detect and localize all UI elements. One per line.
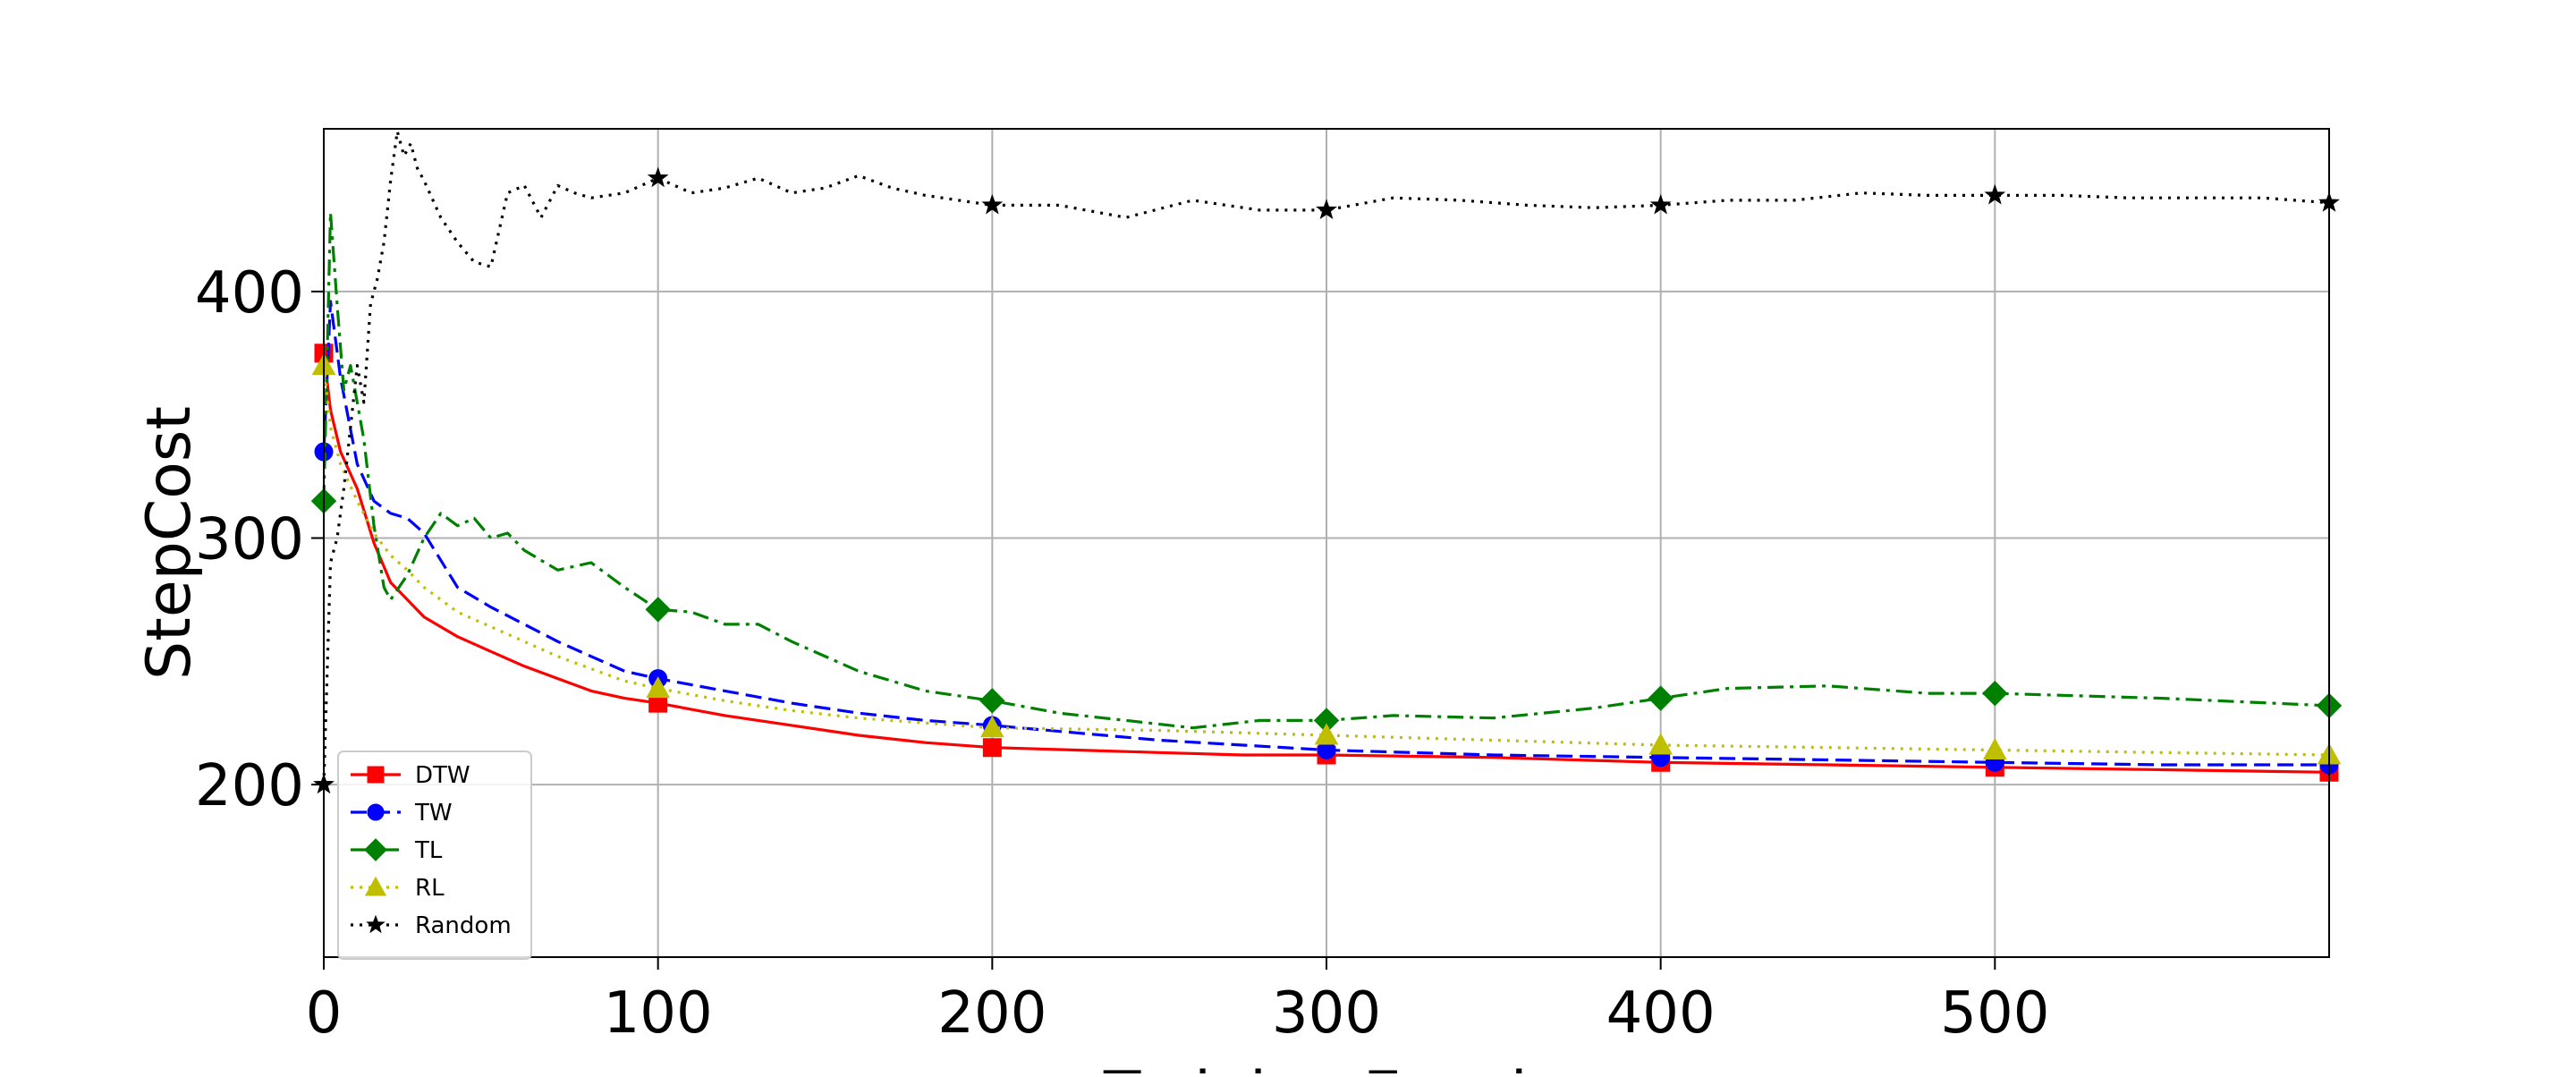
marker-tl <box>645 597 671 623</box>
legend-label-dtw: DTW <box>415 762 470 789</box>
marker-rl <box>364 876 387 896</box>
legend-item-tw: TW <box>351 800 453 827</box>
legend-item-rl: RL <box>351 875 445 902</box>
y-axis-label: StepCost <box>134 406 205 680</box>
y-tick-label: 400 <box>195 260 304 326</box>
legend-box <box>337 751 532 960</box>
marker-random <box>647 166 669 188</box>
marker-random <box>981 193 1004 215</box>
legend-label-tl: TL <box>414 837 443 864</box>
legend-label-rl: RL <box>415 875 445 902</box>
x-axis-label: Training Epoch <box>1103 1059 1549 1073</box>
marker-random <box>366 914 386 934</box>
marker-random <box>1649 193 1672 215</box>
marker-tw <box>367 803 385 821</box>
x-tick-label: 0 <box>306 980 343 1047</box>
grid <box>323 129 2329 957</box>
marker-rl <box>646 676 671 699</box>
x-tick-label: 500 <box>1940 980 2049 1047</box>
legend-item-random: Random <box>351 912 512 939</box>
marker-random <box>1984 183 2006 205</box>
x-tick-label: 400 <box>1606 980 1716 1047</box>
legend-item-tl: TL <box>351 837 443 864</box>
marker-rl <box>1982 737 2007 759</box>
series-line-tw <box>322 300 2329 767</box>
y-tick-label: 300 <box>195 506 304 572</box>
marker-tl <box>1982 680 2008 707</box>
marker-rl <box>1648 733 1674 755</box>
legend-label-tw: TW <box>414 800 453 827</box>
series-line-dtw <box>322 352 2330 774</box>
marker-tl <box>1648 685 1674 711</box>
marker-dtw <box>367 766 385 784</box>
legend-label-random: Random <box>415 912 512 939</box>
series-line-tl <box>322 211 2330 730</box>
y-tick-label: 200 <box>195 753 304 819</box>
series-layer <box>310 130 2343 794</box>
x-tick-label: 300 <box>1272 980 1381 1047</box>
legend: DTW TW TL RL Random <box>337 751 532 960</box>
marker-random <box>1316 199 1337 219</box>
marker-tl <box>364 838 387 861</box>
marker-rl <box>1314 723 1339 745</box>
x-tick-label: 100 <box>604 980 713 1047</box>
marker-tl <box>979 688 1005 714</box>
marker-dtw <box>982 738 1002 758</box>
series-tl <box>310 211 2343 734</box>
marker-rl <box>979 716 1004 738</box>
axis-ticks: 0 100 200 300 400 500 200 300 400 <box>195 260 2050 1047</box>
legend-item-dtw: DTW <box>351 762 470 789</box>
x-tick-label: 200 <box>937 980 1046 1047</box>
